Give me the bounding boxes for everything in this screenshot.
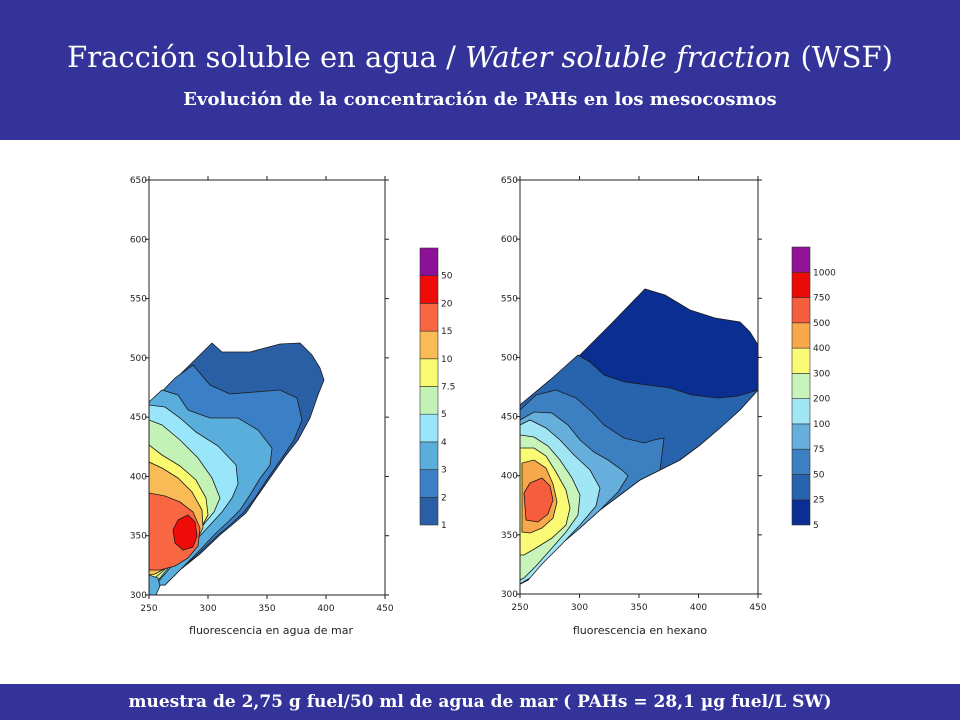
- header-band: Fracción soluble en agua / Water soluble…: [0, 0, 960, 140]
- y-tick-label: 650: [130, 176, 147, 186]
- legend-label: 2: [441, 493, 447, 503]
- contour-fill-agua: [149, 342, 325, 595]
- x-tick-label: 450: [376, 604, 393, 614]
- y-tick-label: 600: [130, 235, 147, 245]
- title-abbrev: (WSF): [791, 40, 893, 74]
- y-tick-label: 450: [130, 413, 147, 423]
- sample-note: muestra de 2,75 g fuel/50 ml de agua de …: [128, 692, 832, 712]
- legend-agua-de-mar: 1 2 3 4 5 7.5 10 15 20 50: [419, 247, 455, 531]
- legend-swatch: [419, 441, 439, 470]
- contour-band-edge: [149, 574, 161, 595]
- y-tick-label: 400: [130, 472, 147, 482]
- legend-swatch: [419, 413, 439, 443]
- legend-label: 4: [441, 438, 447, 448]
- legend-swatch: [419, 386, 439, 415]
- contour-band-9: [172, 514, 198, 551]
- y-tick-label: 300: [130, 591, 147, 601]
- legend-swatch: [419, 303, 439, 332]
- legend-label: 20: [441, 299, 453, 309]
- legend-swatch: [419, 358, 439, 387]
- x-tick-label: 350: [258, 604, 275, 614]
- legend-label: 50: [441, 272, 453, 282]
- x-tick-label: 400: [317, 604, 334, 614]
- x-tick-label: 250: [140, 604, 157, 614]
- legend-label: 1: [441, 521, 447, 531]
- legend-swatch: [419, 330, 439, 360]
- legend-label: 3: [441, 466, 447, 476]
- legend-swatch: [419, 469, 439, 498]
- title-english: Water soluble fraction: [465, 40, 792, 74]
- legend-label: 5: [441, 410, 447, 420]
- legend-label: 10: [441, 355, 453, 365]
- footer-band: muestra de 2,75 g fuel/50 ml de agua de …: [0, 684, 960, 720]
- page-subtitle: Evolución de la concentración de PAHs en…: [183, 89, 777, 110]
- y-tick-label: 500: [130, 354, 147, 364]
- y-tick-label: 350: [130, 532, 147, 542]
- title-spanish: Fracción soluble en agua /: [67, 40, 466, 74]
- y-tick-label: 550: [130, 295, 147, 305]
- x-axis-label: fluorescencia en agua de mar: [189, 624, 353, 637]
- legend-label: 7.5: [441, 383, 455, 393]
- x-tick-label: 300: [199, 604, 216, 614]
- legend-swatch: [419, 247, 439, 277]
- page-title: Fracción soluble en agua / Water soluble…: [0, 40, 960, 74]
- axes-agua-de-mar: 250 300 350 400 450 300 350 400 450 500 550 600 650: [130, 176, 394, 614]
- legend-swatch: [419, 496, 439, 526]
- legend-swatch: [419, 275, 439, 304]
- legend-label: 15: [441, 327, 452, 337]
